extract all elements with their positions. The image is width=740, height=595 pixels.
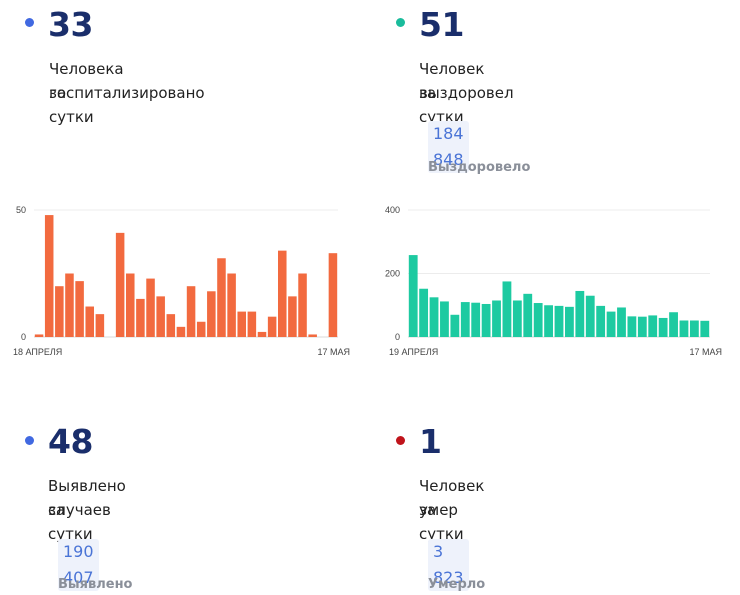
bar [65, 273, 74, 337]
y-tick-label: 400 [385, 205, 400, 215]
bar [627, 316, 637, 337]
deaths-total-badge: 3 823 [428, 539, 469, 591]
bar [408, 255, 418, 337]
bar [85, 306, 94, 337]
x-end-label: 17 МАЯ [317, 347, 350, 357]
bar [34, 334, 44, 337]
bar [637, 316, 647, 337]
bar [460, 302, 470, 337]
bar [75, 281, 84, 337]
bar [288, 296, 297, 337]
bar [115, 232, 125, 337]
cases-dot [25, 436, 34, 445]
bar [502, 281, 512, 337]
recovered-total-badge: 184 848 [428, 121, 469, 173]
bar [575, 290, 585, 337]
bar [95, 314, 105, 337]
bar [689, 320, 699, 337]
cases-value: 48 [48, 422, 93, 461]
bar [44, 215, 54, 337]
deaths-dot [396, 436, 405, 445]
bar [196, 321, 206, 337]
bar [146, 278, 155, 337]
bar [217, 258, 226, 337]
bar [658, 317, 668, 337]
bar [596, 305, 606, 337]
bar [492, 300, 501, 337]
hospitalized-chart: 0 50 18 АПРЕЛЯ 17 МАЯ [13, 205, 350, 357]
bar [156, 296, 165, 337]
hospitalized-label-line2: за сутки [49, 84, 94, 126]
bar [617, 307, 626, 337]
bar [207, 291, 216, 337]
hospitalized-value: 33 [48, 5, 93, 44]
x-start-label: 18 АПРЕЛЯ [13, 347, 62, 357]
bar [278, 250, 287, 337]
bar [176, 326, 186, 337]
bar [533, 303, 543, 337]
bar [440, 301, 449, 337]
bar [257, 331, 267, 337]
bar [585, 295, 595, 337]
bar [648, 315, 658, 337]
y-tick-label: 200 [385, 269, 400, 279]
deaths-label-line1: Человек умер [419, 477, 485, 519]
recovered-chart: 0 200 400 19 АПРЕЛЯ 17 МАЯ [385, 205, 722, 357]
deaths-label-line2: за сутки [419, 501, 464, 543]
bar [126, 273, 135, 337]
bar [512, 300, 522, 337]
recovered-value: 51 [419, 5, 464, 44]
bar [554, 305, 564, 337]
x-end-label: 17 МАЯ [689, 347, 722, 357]
bar [186, 286, 196, 337]
bar [450, 314, 460, 337]
bar [481, 303, 491, 337]
deaths-total-label: Умерло [428, 577, 486, 592]
bar [429, 297, 439, 337]
y-tick-label: 0 [395, 332, 400, 342]
bar [700, 320, 710, 337]
recovered-dot [396, 18, 405, 27]
bar [523, 293, 533, 337]
bar [227, 273, 236, 337]
bar [679, 320, 689, 337]
hospitalized-label-line1: Человека госпитализировано [49, 60, 205, 102]
bar [328, 253, 338, 337]
bar [606, 311, 616, 337]
bar [669, 312, 678, 337]
bar [166, 314, 176, 337]
recovered-label-line1: Человек выздоровел [419, 60, 514, 102]
y-tick-label: 50 [16, 205, 26, 215]
recovered-total-label: Выздоровело [428, 160, 531, 175]
deaths-value: 1 [419, 422, 442, 461]
cases-total-badge: 190 407 [58, 539, 99, 591]
bar [55, 286, 64, 337]
bar [419, 288, 429, 337]
bar [308, 334, 317, 337]
bar [136, 298, 145, 337]
bar [565, 306, 574, 337]
cases-label-line1: Выявлено случаев [48, 477, 126, 519]
bar [471, 302, 481, 337]
bar [247, 311, 257, 337]
bar [267, 316, 277, 337]
cases-label-line2: за сутки [48, 501, 93, 543]
bar [237, 311, 246, 337]
bar [544, 305, 553, 337]
cases-total-label: Выявлено [58, 577, 133, 592]
y-tick-label: 0 [21, 332, 26, 342]
bar [298, 273, 307, 337]
x-start-label: 19 АПРЕЛЯ [389, 347, 438, 357]
hospitalized-dot [25, 18, 34, 27]
